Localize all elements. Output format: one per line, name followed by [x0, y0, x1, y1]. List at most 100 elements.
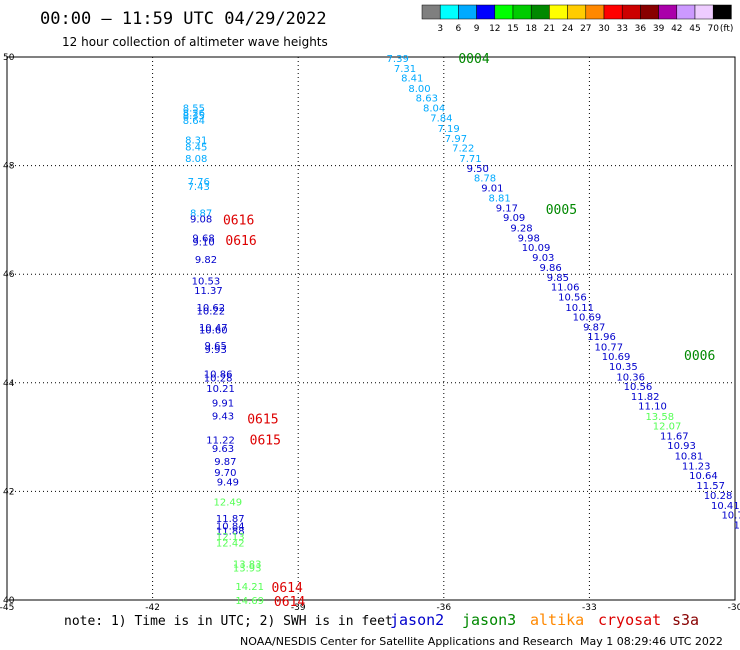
- color-legend-label: 70: [707, 24, 719, 34]
- color-swatch: [712, 4, 732, 20]
- wave-height-value: 8.45: [185, 143, 207, 154]
- color-swatch: [421, 4, 441, 20]
- chart-title: 00:00 – 11:59 UTC 04/29/2022: [40, 9, 327, 29]
- y-tick-label: 42: [3, 487, 14, 497]
- y-tick-label: 50: [3, 53, 15, 63]
- wave-height-value: 9.28: [510, 224, 532, 235]
- wave-height-value: 9.65: [205, 341, 227, 352]
- footer-note: note: 1) Time is in UTC; 2) SWH is in fe…: [64, 614, 393, 629]
- wave-height-value: 9.82: [195, 255, 217, 266]
- wave-height-value: 10.22: [197, 307, 226, 318]
- wave-height-value: 9.08: [190, 214, 212, 225]
- wave-height-value: 11.82: [631, 392, 660, 403]
- footer-credit: NOAA/NESDIS Center for Satellite Applica…: [240, 635, 573, 648]
- wave-height-value: 9.10: [192, 238, 214, 249]
- pass-number-label: 0006: [684, 349, 715, 364]
- wave-height-value: 7.84: [430, 113, 452, 124]
- wave-height-value: 11.06: [551, 283, 580, 294]
- x-tick-label: -39: [291, 603, 306, 613]
- color-legend-label: 9: [474, 24, 480, 34]
- wave-height-value: 9.09: [503, 213, 525, 224]
- wave-height-value: 8.41: [401, 74, 423, 85]
- wave-height-value: 10.28: [704, 491, 733, 502]
- pass-number-label: 0614: [274, 595, 305, 610]
- wave-height-value: 11: [733, 521, 740, 532]
- wave-height-value: 9.63: [212, 444, 234, 455]
- wave-height-value: 10.41: [711, 501, 740, 512]
- wave-height-value: 13.58: [645, 412, 674, 423]
- plot-frame: [6, 56, 736, 601]
- color-legend-label: 39: [653, 24, 665, 34]
- wave-height-value: 8.63: [416, 94, 438, 105]
- wave-height-value: 9.03: [532, 253, 554, 264]
- satellite-name-jason3: jason3: [462, 611, 516, 629]
- color-swatch: [439, 4, 459, 20]
- wave-height-value: 7.39: [387, 54, 409, 65]
- satellite-name-cryosat: cryosat: [598, 611, 661, 629]
- wave-height-value: 10.77: [594, 342, 623, 353]
- wave-height-value: 11.57: [696, 481, 725, 492]
- wave-height-value: 13.83: [233, 560, 262, 571]
- wave-height-value: 8.26: [183, 108, 205, 119]
- y-tick-label: 40: [3, 596, 15, 606]
- wave-height-value: 9.43: [212, 411, 234, 422]
- wave-height-value: 10.21: [206, 384, 235, 395]
- wave-height-value: 8.78: [474, 174, 496, 185]
- wave-height-value: 10.69: [602, 352, 631, 363]
- wave-height-value: 9.87: [583, 322, 605, 333]
- y-tick-label: 46: [3, 270, 15, 280]
- pass-number-label: 0615: [247, 413, 278, 428]
- wave-height-value: 10.7: [721, 511, 740, 522]
- wave-height-value: 14.21: [235, 582, 264, 593]
- x-tick-label: -45: [0, 603, 14, 613]
- wave-height-value: 10.56: [624, 382, 653, 393]
- wave-height-value: 10.47: [199, 323, 228, 334]
- wave-height-values: 8.558.268.358.64 8.318.458.08 7.767.43 8.87…: [183, 54, 740, 607]
- color-swatch: [694, 4, 714, 20]
- wave-height-value: 10.93: [667, 441, 696, 452]
- wave-height-value: 11.87: [216, 514, 245, 525]
- wave-height-value: 10.56: [558, 292, 587, 303]
- wave-height-value: 10.36: [616, 372, 645, 383]
- color-legend-label: 24: [562, 24, 574, 34]
- pass-number-label: 0616: [223, 213, 254, 228]
- wave-height-value: 9.91: [212, 398, 234, 409]
- pass-number-label: 0004: [458, 52, 489, 67]
- wave-height-value: 11.10: [638, 402, 667, 413]
- wave-height-value: 8.08: [185, 154, 207, 165]
- wave-height-value: 10.28: [204, 373, 233, 384]
- color-legend-label: 3: [437, 24, 443, 34]
- wave-height-value: 11.22: [206, 435, 235, 446]
- wave-height-value: 10.62: [197, 303, 226, 314]
- axis-ticks: -45 -42 -39 -36 -33 -30 40 42 44 46 48 50: [0, 53, 740, 613]
- wave-height-value: 10.60: [199, 326, 228, 337]
- wave-height-value: 10.09: [522, 243, 551, 254]
- wave-height-value: 10.84: [216, 522, 245, 533]
- wave-height-value: 13.93: [233, 563, 262, 574]
- color-legend-label: 42: [671, 24, 682, 34]
- wave-height-value: 9.86: [539, 263, 561, 274]
- wave-height-value: 10.53: [192, 277, 221, 288]
- wave-height-value: 10.35: [609, 362, 638, 373]
- satellite-name-altika: altika: [530, 611, 584, 629]
- pass-number-label: 0614: [272, 581, 303, 596]
- satellite-name-s3a: s3a: [672, 611, 699, 629]
- wave-height-value: 7.71: [459, 154, 481, 165]
- wave-height-value: 8.87: [190, 208, 212, 219]
- color-swatch: [530, 4, 550, 20]
- grid: [7, 57, 735, 600]
- color-legend-label: 18: [525, 24, 537, 34]
- wave-height-value: 9.98: [518, 233, 540, 244]
- color-swatch: [476, 4, 496, 20]
- wave-height-value: 8.35: [183, 111, 205, 122]
- color-swatch: [640, 4, 659, 20]
- y-tick-label: 44: [3, 379, 15, 389]
- color-swatch: [549, 4, 568, 20]
- pass-number-label: 0005: [546, 203, 577, 218]
- wave-height-value: 10.11: [565, 303, 594, 314]
- color-legend-label: 45: [689, 24, 700, 34]
- wave-height-value: 11.23: [682, 461, 711, 472]
